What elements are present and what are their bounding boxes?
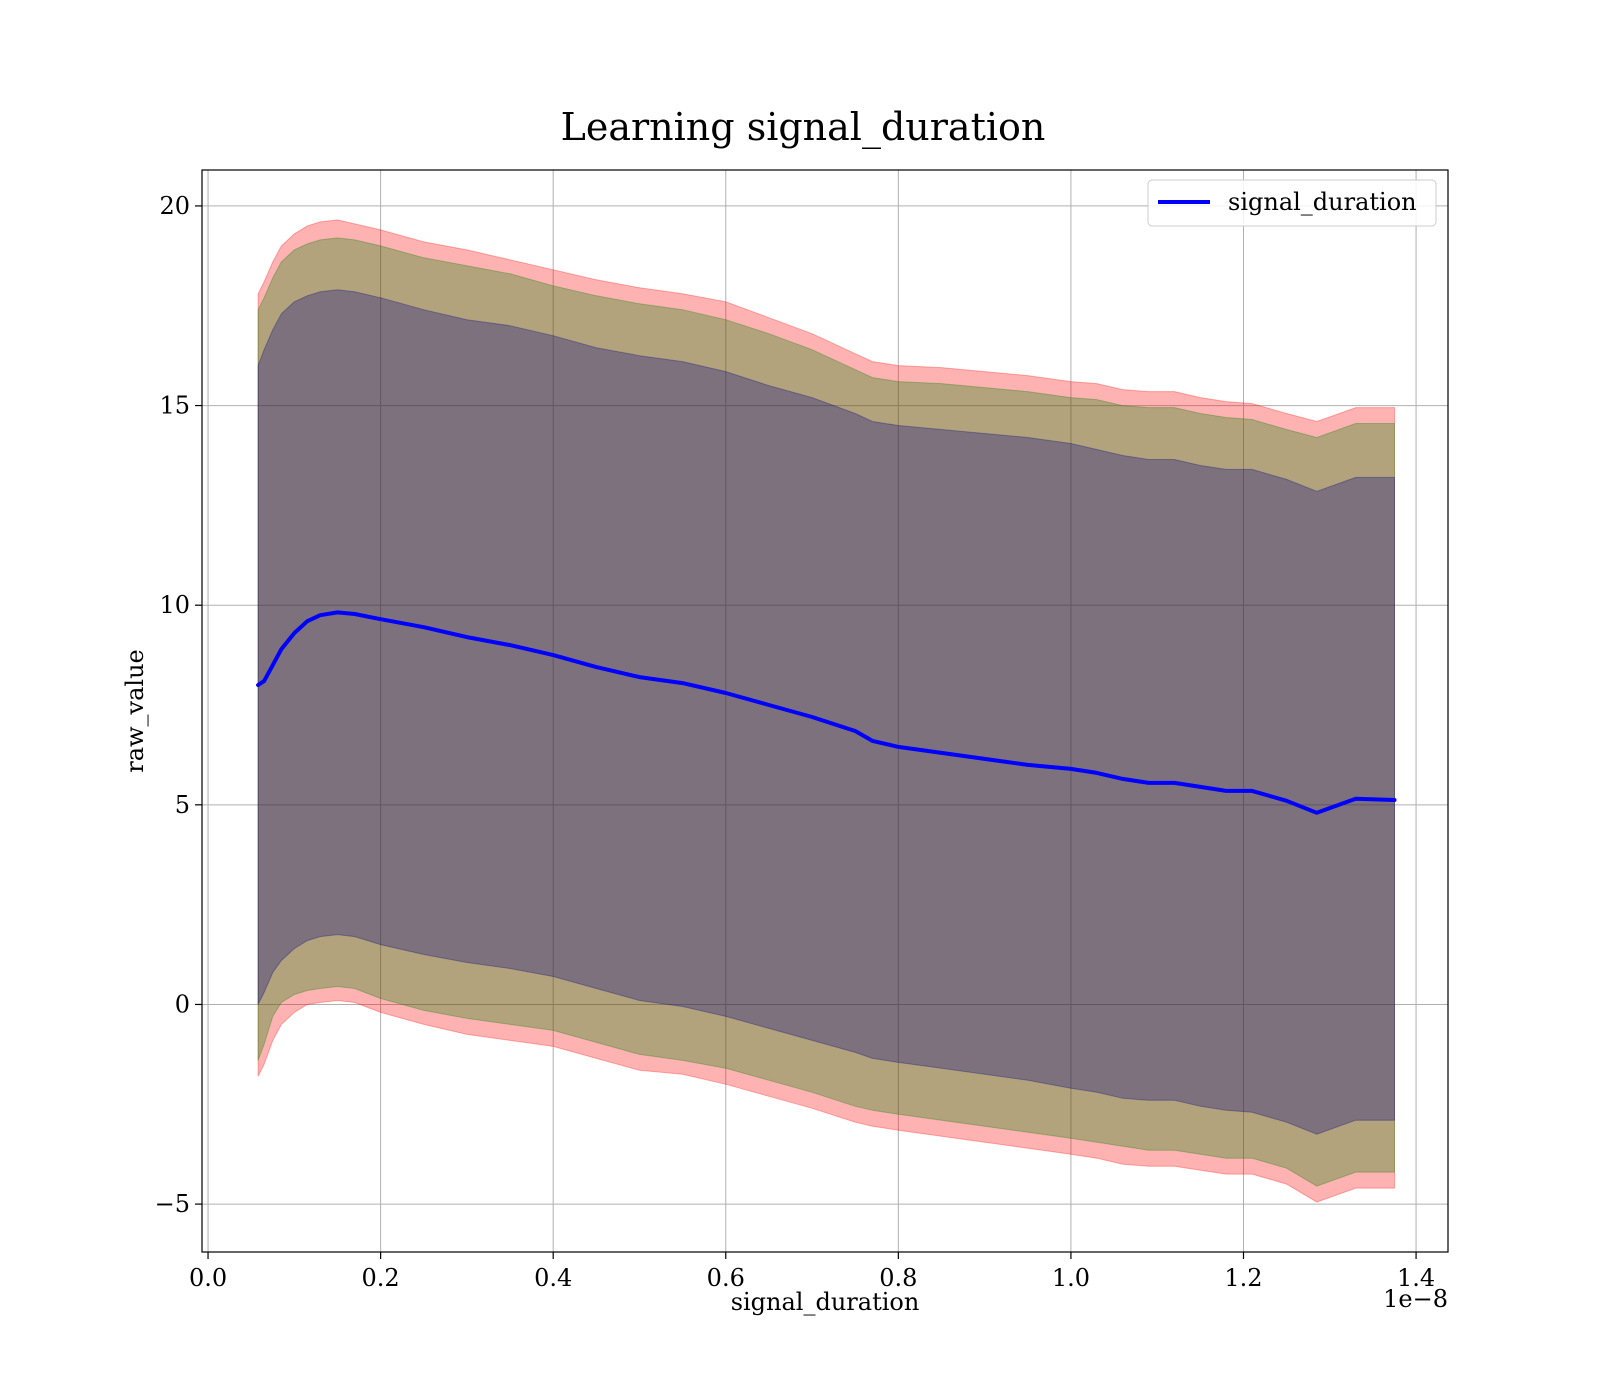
x-axis-offset-label: 1e−8 <box>1383 1285 1448 1313</box>
x-axis-ticks: 0.0 0.2 0.4 0.6 0.8 1.0 1.2 1.4 <box>189 1252 1435 1292</box>
y-tick-label: 10 <box>159 591 190 619</box>
uncertainty-band-2 <box>257 237 1395 1187</box>
legend-box <box>1147 179 1437 227</box>
x-tick-label: 0.4 <box>534 1264 572 1292</box>
x-axis-label: signal_duration <box>731 1288 920 1316</box>
y-tick-label: 0 <box>175 990 190 1018</box>
x-tick-label: 0.0 <box>189 1264 227 1292</box>
x-tick-label: 1.0 <box>1052 1264 1090 1292</box>
x-tick-label: 1.2 <box>1224 1264 1262 1292</box>
legend-label: signal_duration <box>1228 188 1417 216</box>
grid-layer <box>202 170 1448 1252</box>
y-tick-label: 20 <box>159 192 190 220</box>
uncertainty-band-3 <box>257 289 1395 1135</box>
y-tick-label: 5 <box>175 791 190 819</box>
y-tick-label: −5 <box>155 1190 190 1218</box>
y-axis-ticks: −5 0 5 10 15 20 <box>155 192 202 1218</box>
x-tick-label: 0.6 <box>707 1264 745 1292</box>
y-axis-label: raw_value <box>121 649 149 773</box>
x-tick-label: 0.8 <box>879 1264 917 1292</box>
legend: signal_duration <box>1147 179 1437 227</box>
plot-frame <box>201 169 1449 1253</box>
lines-layer <box>256 610 1397 815</box>
bands-layer <box>257 219 1395 1203</box>
chart-title: Learning signal_duration <box>561 105 1046 150</box>
y-tick-label: 15 <box>159 392 190 420</box>
x-tick-label: 1.4 <box>1397 1264 1435 1292</box>
x-tick-label: 0.2 <box>362 1264 400 1292</box>
series-line <box>256 610 1397 815</box>
uncertainty-band-1 <box>257 219 1395 1203</box>
